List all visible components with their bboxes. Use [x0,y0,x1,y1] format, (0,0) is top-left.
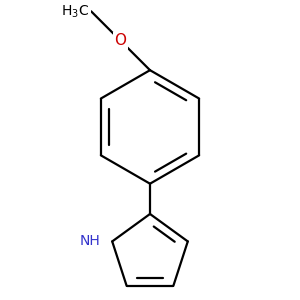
Text: NH: NH [80,234,101,248]
Text: H$_3$C: H$_3$C [61,3,89,20]
Text: O: O [115,33,127,48]
